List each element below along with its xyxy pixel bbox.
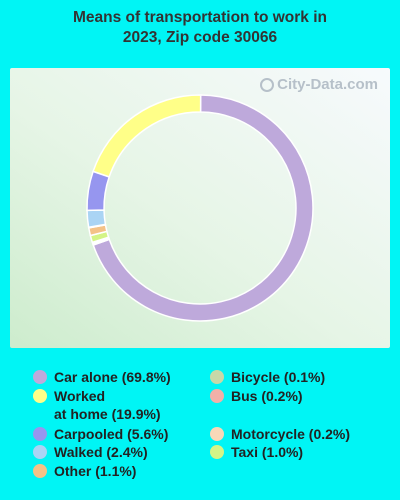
legend-swatch	[210, 389, 224, 403]
legend-label-line: at home (19.9%)	[54, 406, 161, 422]
legend-item: Bus (0.2%)	[210, 387, 303, 405]
legend-label-line: Car alone (69.8%)	[54, 369, 171, 385]
legend-label: Worked at home (19.9%)	[54, 387, 161, 423]
legend-label-line: Other (1.1%)	[54, 463, 137, 479]
legend-swatch	[33, 370, 47, 384]
legend-label: Bicycle (0.1%)	[231, 368, 325, 386]
chart-title-line-2: 2023, Zip code 30066	[122, 29, 278, 46]
legend-item: Carpooled (5.6%)	[33, 425, 168, 443]
legend-swatch	[210, 445, 224, 459]
legend-label: Car alone (69.8%)	[54, 368, 171, 386]
magnifier-icon	[260, 77, 275, 92]
legend-label: Other (1.1%)	[54, 462, 136, 480]
legend-label: Taxi (1.0%)	[231, 443, 303, 461]
legend-item: Car alone (69.8%)	[33, 368, 171, 386]
legend-swatch	[210, 370, 224, 384]
legend-swatch	[33, 427, 47, 441]
donut-slice	[92, 94, 202, 178]
watermark-text: City-Data.com	[277, 76, 378, 93]
legend-swatch	[33, 389, 47, 403]
legend-label-line: Bicycle (0.1%)	[231, 369, 326, 385]
legend-label-line: Taxi (1.0%)	[231, 444, 304, 460]
legend-item: Other (1.1%)	[33, 462, 136, 480]
legend-label-line: Walked (2.4%)	[54, 444, 148, 460]
legend-swatch	[33, 445, 47, 459]
legend-label-line: Carpooled (5.6%)	[54, 426, 169, 442]
legend-label-line: Bus (0.2%)	[231, 388, 303, 404]
legend-swatch	[33, 464, 47, 478]
donut-slice	[86, 170, 111, 212]
legend-label: Bus (0.2%)	[231, 387, 303, 405]
watermark: City-Data.com	[260, 76, 378, 93]
chart-title: Means of transportation to work in 2023,…	[0, 8, 400, 48]
legend-item: Motorcycle (0.2%)	[210, 425, 350, 443]
legend-item: Taxi (1.0%)	[210, 443, 303, 461]
donut-slice	[86, 209, 107, 229]
legend-item: Bicycle (0.1%)	[210, 368, 325, 386]
donut-chart	[86, 94, 314, 322]
legend-swatch	[210, 427, 224, 441]
legend-label-line: Worked	[54, 388, 106, 404]
legend-label: Carpooled (5.6%)	[54, 425, 168, 443]
chart-title-line-1: Means of transportation to work in	[72, 9, 328, 26]
legend-label: Walked (2.4%)	[54, 443, 148, 461]
legend-item: Walked (2.4%)	[33, 443, 148, 461]
legend-label-line: Motorcycle (0.2%)	[231, 426, 351, 442]
plot-area: City-Data.com	[10, 68, 390, 348]
legend-item: Worked at home (19.9%)	[33, 387, 161, 423]
legend-label: Motorcycle (0.2%)	[231, 425, 350, 443]
